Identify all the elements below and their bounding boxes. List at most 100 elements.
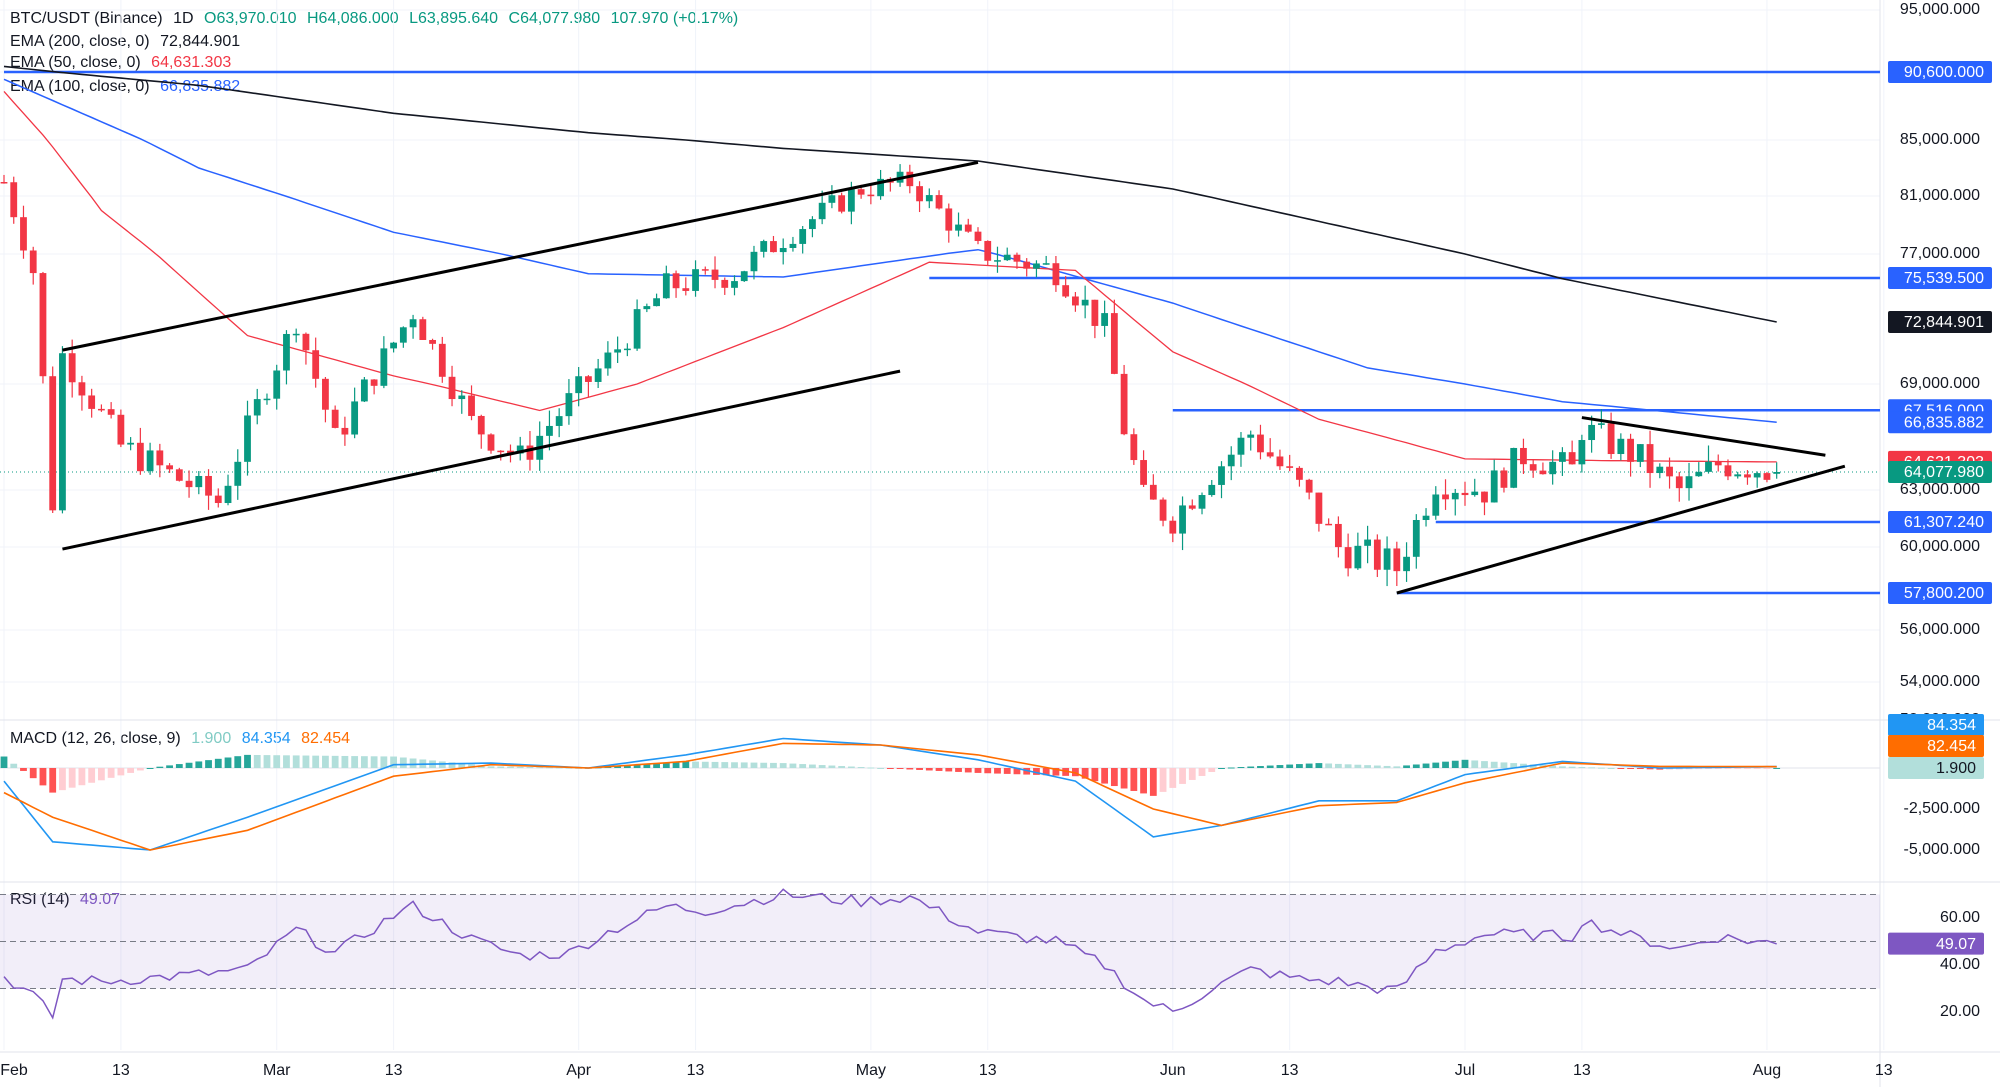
- macd-histogram-bar: [497, 766, 505, 768]
- candle-body: [575, 376, 583, 394]
- rsi-axis-tick: 60.00: [1940, 909, 1980, 926]
- time-axis-tick: Aug: [1753, 1062, 1781, 1079]
- legend-ema200[interactable]: EMA (200, close, 0) 72,844.901: [10, 32, 246, 52]
- candle-body: [448, 376, 456, 400]
- candle-body: [740, 271, 748, 282]
- macd-histogram-bar: [351, 756, 359, 768]
- candle-body: [1627, 438, 1634, 462]
- macd-histogram-bar: [1461, 759, 1469, 768]
- macd-histogram-bar: [1432, 762, 1440, 768]
- macd-histogram-bar: [487, 766, 495, 768]
- macd-histogram-bar: [107, 768, 115, 778]
- candle-body: [487, 434, 495, 451]
- macd-value-badge: [1888, 735, 1984, 757]
- candle-body: [29, 250, 37, 274]
- candle-body: [390, 342, 397, 349]
- candle-body: [633, 309, 641, 349]
- candle-body: [711, 269, 719, 280]
- macd-axis-tick: -5,000.000: [1903, 841, 1980, 858]
- candle-body: [1149, 484, 1157, 500]
- time-axis-tick: 13: [1573, 1062, 1591, 1079]
- candle-body: [1101, 313, 1109, 326]
- macd-histogram-bar: [1549, 765, 1557, 768]
- ema200-line: [3, 65, 1777, 323]
- candle-body: [984, 240, 992, 261]
- macd-histogram-bar: [185, 762, 193, 768]
- candle-body: [1023, 261, 1031, 269]
- candle-body: [877, 178, 884, 197]
- candle-body: [1227, 454, 1235, 467]
- macd-histogram-bar: [39, 768, 47, 786]
- legend-ema50[interactable]: EMA (50, close, 0) 64,631.303: [10, 53, 237, 73]
- candle-body: [39, 273, 47, 377]
- time-axis-tick: 13: [385, 1062, 403, 1079]
- candle-body: [1286, 466, 1294, 468]
- macd-histogram-bar: [1520, 763, 1527, 768]
- candle-body: [1266, 452, 1274, 457]
- legend-macd[interactable]: MACD (12, 26, close, 9) 1.900 84.354 82.…: [10, 729, 356, 749]
- macd-histogram-bar: [1266, 765, 1274, 768]
- candle-body: [273, 370, 281, 399]
- candle-body: [994, 260, 1001, 262]
- candle-body: [1315, 492, 1323, 524]
- macd-histogram-bar: [78, 768, 86, 786]
- macd-histogram-bar: [1559, 766, 1566, 768]
- macd-signal-line: [3, 742, 1777, 851]
- macd-histogram-bar: [1364, 765, 1371, 768]
- price-label-text: 57,800.200: [1904, 585, 1984, 602]
- candle-body: [1354, 545, 1362, 569]
- macd-histogram-bar: [1442, 761, 1449, 768]
- candle-body: [760, 241, 768, 252]
- macd-histogram-bar: [1403, 765, 1410, 768]
- time-axis-tick: 13: [1281, 1062, 1299, 1079]
- macd-hist-value: 1.900: [191, 730, 232, 747]
- candle-body: [750, 251, 758, 272]
- macd-histogram-bar: [205, 760, 212, 768]
- candle-body: [1179, 505, 1186, 534]
- candle-body: [477, 415, 485, 435]
- candle-body: [175, 469, 183, 481]
- ohlc-close: C64,077.980: [508, 10, 601, 27]
- candle-body: [438, 343, 446, 377]
- macd-histogram-bar: [1734, 768, 1742, 769]
- candle-body: [312, 350, 320, 379]
- candle-body: [224, 485, 232, 504]
- candle-body: [1198, 495, 1206, 509]
- price-axis-tick: 54,000.000: [1900, 673, 1980, 690]
- candle-body: [1110, 313, 1118, 374]
- candle-body: [0, 182, 8, 184]
- candle-body: [692, 269, 699, 291]
- candle-body: [770, 241, 777, 253]
- candle-body: [1218, 466, 1225, 485]
- candle-body: [1003, 254, 1011, 261]
- candle-body: [1471, 491, 1479, 496]
- macd-histogram-bar: [1675, 768, 1683, 770]
- macd-histogram-bar: [322, 755, 329, 768]
- ema200-value: 72,844.901: [160, 33, 241, 50]
- interval[interactable]: 1D: [173, 10, 194, 27]
- candle-body: [107, 409, 115, 415]
- candle-body: [1364, 539, 1371, 546]
- candle-body: [1685, 476, 1693, 489]
- candle-body: [468, 395, 475, 416]
- macd-histogram-bar: [20, 768, 27, 771]
- legend-rsi[interactable]: RSI (14) 49.07: [10, 890, 126, 910]
- macd-histogram-bar: [633, 764, 641, 768]
- macd-histogram-bar: [341, 755, 349, 768]
- candle-body: [195, 475, 203, 488]
- legend-ema100[interactable]: EMA (100, close, 0) 66,835.882: [10, 77, 246, 97]
- rsi-axis-tick: 20.00: [1940, 1003, 1980, 1020]
- macd-histogram-bar: [331, 755, 339, 768]
- macd-histogram-bar: [1120, 768, 1128, 789]
- candle-body: [1607, 423, 1615, 455]
- candle-body: [1481, 491, 1488, 503]
- macd-histogram-bar: [1490, 761, 1498, 768]
- candle-body: [88, 395, 96, 409]
- macd-histogram-bar: [945, 768, 953, 772]
- rsi-label: RSI (14): [10, 891, 70, 908]
- candle-body: [701, 269, 709, 271]
- macd-histogram-bar: [409, 758, 417, 768]
- symbol-title[interactable]: BTC/USDT (Binance): [10, 10, 163, 27]
- candle-body: [234, 461, 242, 486]
